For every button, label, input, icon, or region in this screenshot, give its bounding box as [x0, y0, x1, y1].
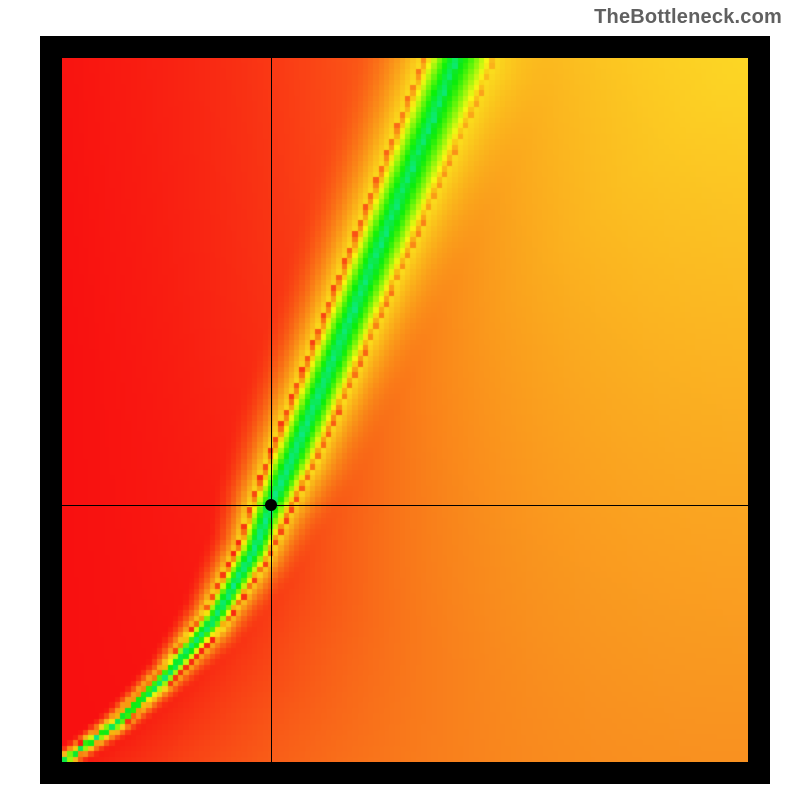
heatmap-canvas [62, 58, 748, 762]
crosshair-horizontal [62, 505, 748, 506]
attribution-text: TheBottleneck.com [594, 6, 782, 29]
crosshair-vertical [271, 58, 272, 762]
chart-container: TheBottleneck.com [0, 0, 800, 800]
plot-frame [40, 36, 770, 784]
